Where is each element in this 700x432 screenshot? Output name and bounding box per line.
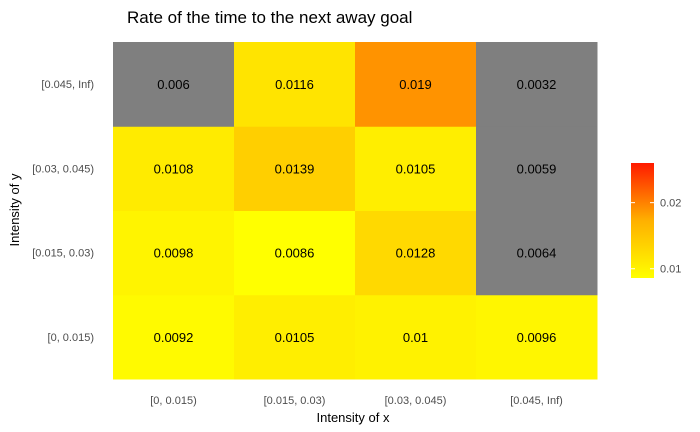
heatmap-cell <box>476 210 598 296</box>
heatmap-cell <box>113 126 235 211</box>
x-tick-label: [0, 0.015) <box>150 395 196 407</box>
legend-colorbar <box>631 163 654 278</box>
y-tick-label: [0.03, 0.045) <box>32 163 94 175</box>
cell-value-label: 0.0116 <box>275 77 314 92</box>
cell-value-label: 0.01 <box>403 330 428 345</box>
heatmap-cell <box>355 210 477 296</box>
cell-value-label: 0.0096 <box>517 330 557 345</box>
cell-value-label: 0.0139 <box>275 161 315 176</box>
heatmap-cell <box>355 126 477 211</box>
heatmap-cell <box>476 126 598 211</box>
y-tick-label: [0.015, 0.03) <box>32 248 94 260</box>
x-tick-label: [0.045, Inf) <box>510 395 563 407</box>
cell-value-label: 0.0032 <box>517 77 557 92</box>
cell-value-label: 0.0059 <box>517 161 557 176</box>
heatmap-cells: 0.0092 0.0105 0.01 0.0096 0.0098 0.0086 0.0128… <box>113 42 598 380</box>
heatmap-cell <box>113 294 235 380</box>
cell-value-label: 0.0105 <box>396 161 436 176</box>
cell-value-label: 0.0098 <box>154 246 194 261</box>
x-tick-label: [0.015, 0.03) <box>264 395 326 407</box>
legend-tick-label: 0.02 <box>660 198 681 210</box>
y-axis-title: Intensity of y <box>7 173 22 246</box>
heatmap-cell <box>476 42 598 127</box>
cell-value-label: 0.0086 <box>275 246 315 261</box>
x-axis-ticks: [0, 0.015) [0.015, 0.03) [0.03, 0.045) [0.0… <box>150 395 563 407</box>
heatmap-cell <box>113 210 235 296</box>
y-tick-label: [0, 0.015) <box>48 332 94 344</box>
y-tick-label: [0.045, Inf) <box>41 79 94 91</box>
y-axis-ticks: [0, 0.015) [0.015, 0.03) [0.03, 0.045) [0.0… <box>32 79 94 344</box>
x-axis-title: Intensity of x <box>317 410 390 425</box>
cell-value-label: 0.019 <box>399 77 432 92</box>
cell-value-label: 0.0105 <box>275 330 315 345</box>
chart-title: Rate of the time to the next away goal <box>127 8 412 27</box>
cell-value-label: 0.006 <box>157 77 190 92</box>
cell-value-label: 0.0064 <box>517 246 557 261</box>
heatmap-cell <box>234 42 356 127</box>
x-tick-label: [0.03, 0.045) <box>385 395 447 407</box>
color-legend: 0.01 0.02 <box>631 163 681 278</box>
heatmap-cell <box>355 294 477 380</box>
heatmap-cell <box>476 294 598 380</box>
cell-value-label: 0.0092 <box>154 330 194 345</box>
cell-value-label: 0.0128 <box>396 246 436 261</box>
heatmap-cell <box>234 294 356 380</box>
heatmap-cell <box>113 42 235 127</box>
cell-value-label: 0.0108 <box>154 161 194 176</box>
heatmap-cell <box>234 126 356 211</box>
legend-tick-label: 0.01 <box>660 264 681 276</box>
heatmap-cell <box>355 42 477 127</box>
heatmap-cell <box>234 210 356 296</box>
